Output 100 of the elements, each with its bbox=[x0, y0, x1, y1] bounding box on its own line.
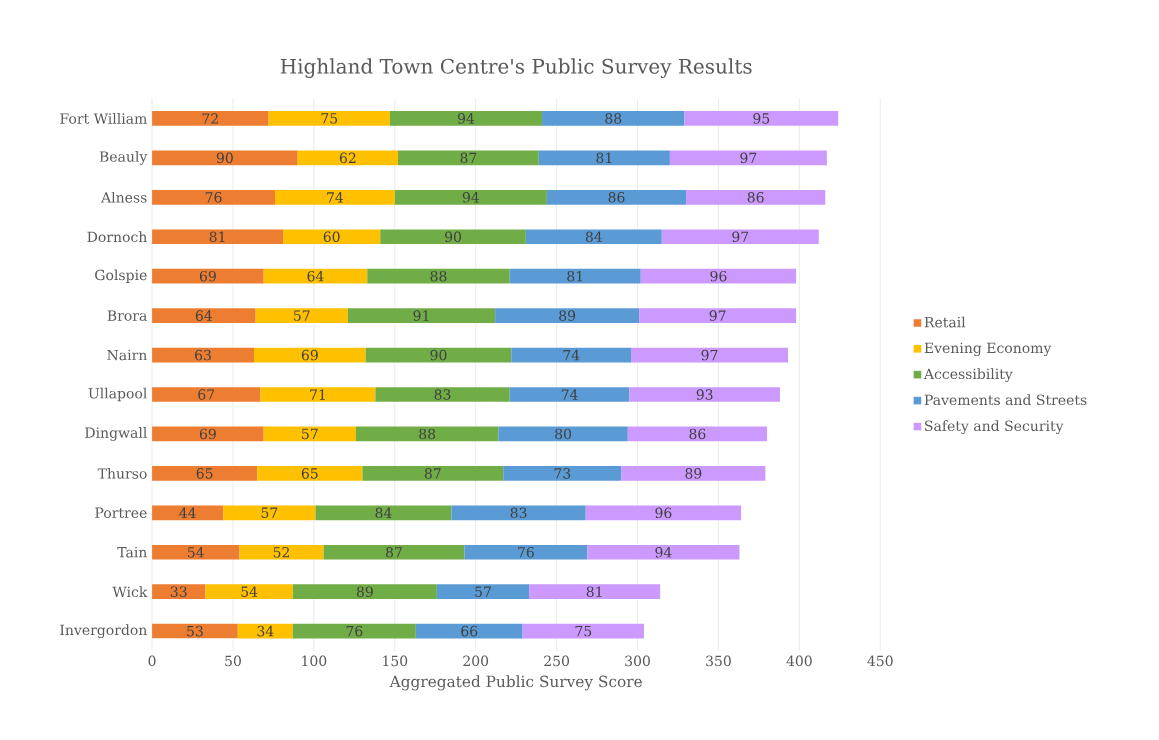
data-label: 88 bbox=[605, 113, 622, 124]
bar bbox=[152, 623, 238, 639]
data-label: 94 bbox=[457, 113, 475, 124]
data-label: 69 bbox=[301, 349, 318, 361]
data-label: 96 bbox=[710, 270, 727, 282]
legend-label: Safety and Security bbox=[925, 420, 1064, 434]
data-label: 74 bbox=[327, 191, 344, 203]
y-tick-label: Nairn bbox=[107, 349, 147, 361]
data-label: 54 bbox=[241, 586, 258, 597]
x-tick-label: 300 bbox=[625, 655, 650, 667]
bar bbox=[538, 150, 670, 166]
y-tick-label: Invergordon bbox=[60, 624, 147, 638]
bar bbox=[464, 544, 588, 560]
x-tick-label: 200 bbox=[463, 655, 489, 667]
data-label: 69 bbox=[199, 270, 216, 282]
data-label: 86 bbox=[689, 428, 706, 440]
data-label: 95 bbox=[753, 113, 770, 124]
bar bbox=[152, 347, 254, 363]
data-label: 53 bbox=[187, 625, 203, 637]
bar bbox=[525, 229, 662, 244]
bar bbox=[587, 544, 740, 560]
bar bbox=[152, 268, 264, 284]
data-label: 76 bbox=[205, 191, 222, 203]
bar bbox=[260, 387, 376, 402]
bar bbox=[152, 229, 284, 244]
data-label: 90 bbox=[445, 231, 462, 242]
data-label: 89 bbox=[559, 310, 576, 321]
x-tick-label: 400 bbox=[786, 655, 812, 667]
bar bbox=[152, 465, 258, 481]
bar bbox=[254, 347, 366, 363]
x-tick-label: 350 bbox=[706, 655, 731, 667]
y-tick-label: Fort William bbox=[60, 112, 147, 124]
bar bbox=[315, 505, 452, 521]
data-label: 94 bbox=[655, 546, 672, 558]
data-label: 57 bbox=[302, 428, 318, 440]
data-label: 87 bbox=[460, 152, 477, 164]
x-tick-label: 100 bbox=[302, 655, 327, 667]
data-label: 44 bbox=[179, 507, 196, 518]
bar bbox=[355, 426, 499, 442]
bar bbox=[323, 544, 465, 560]
bar bbox=[365, 347, 512, 363]
data-label: 86 bbox=[747, 191, 764, 203]
chart-title: Highland Town Centre's Public Survey Results bbox=[280, 58, 752, 78]
data-label: 72 bbox=[202, 113, 218, 124]
bar bbox=[639, 308, 797, 323]
data-label: 52 bbox=[273, 546, 290, 558]
bar bbox=[223, 505, 316, 521]
y-tick-label: Brora bbox=[107, 310, 147, 321]
y-tick-label: Dingwall bbox=[85, 426, 147, 441]
data-label: 90 bbox=[216, 152, 233, 164]
data-label: 75 bbox=[321, 113, 338, 124]
data-label: 34 bbox=[257, 625, 274, 637]
data-label: 75 bbox=[575, 625, 592, 637]
bar bbox=[394, 189, 547, 205]
y-tick-label: Tain bbox=[117, 546, 147, 558]
bar bbox=[263, 268, 368, 284]
bar bbox=[498, 426, 628, 442]
data-label: 67 bbox=[198, 389, 215, 400]
data-label: 93 bbox=[696, 389, 713, 400]
bar bbox=[152, 308, 256, 323]
bar bbox=[686, 189, 826, 205]
data-label: 74 bbox=[563, 349, 580, 361]
data-label: 33 bbox=[170, 586, 187, 597]
bar bbox=[389, 110, 543, 126]
data-label: 73 bbox=[554, 467, 571, 479]
data-label: 81 bbox=[567, 270, 583, 282]
bar bbox=[152, 150, 298, 166]
bar bbox=[661, 229, 819, 244]
data-label: 97 bbox=[732, 231, 749, 242]
bar bbox=[511, 347, 632, 363]
y-tick-label: Golspie bbox=[95, 269, 147, 283]
data-label: 97 bbox=[709, 310, 726, 321]
data-label: 62 bbox=[339, 152, 356, 164]
bar bbox=[509, 387, 630, 402]
data-label: 94 bbox=[462, 191, 480, 203]
data-label: 64 bbox=[195, 310, 213, 321]
bar bbox=[275, 189, 395, 205]
bar bbox=[380, 229, 526, 244]
y-tick-label: Ullapool bbox=[88, 387, 147, 402]
data-label: 69 bbox=[199, 428, 216, 440]
data-label: 60 bbox=[323, 231, 340, 242]
data-label: 97 bbox=[701, 349, 718, 361]
bar bbox=[152, 505, 224, 521]
bar bbox=[684, 110, 839, 126]
data-label: 96 bbox=[655, 507, 672, 518]
data-label: 87 bbox=[424, 467, 441, 479]
bar bbox=[283, 229, 381, 244]
x-axis-title: Aggregated Public Survey Score bbox=[389, 675, 642, 691]
bar bbox=[495, 308, 640, 323]
bar bbox=[522, 623, 644, 639]
data-label: 90 bbox=[430, 349, 447, 361]
data-label: 54 bbox=[188, 546, 204, 558]
data-label: 91 bbox=[413, 310, 429, 321]
x-tick-label: 250 bbox=[544, 655, 570, 667]
bar bbox=[152, 584, 206, 599]
bar bbox=[546, 189, 687, 205]
bar bbox=[640, 268, 797, 284]
legend-label: Retail bbox=[924, 316, 966, 328]
data-label: 65 bbox=[196, 467, 213, 479]
bar bbox=[436, 584, 530, 599]
